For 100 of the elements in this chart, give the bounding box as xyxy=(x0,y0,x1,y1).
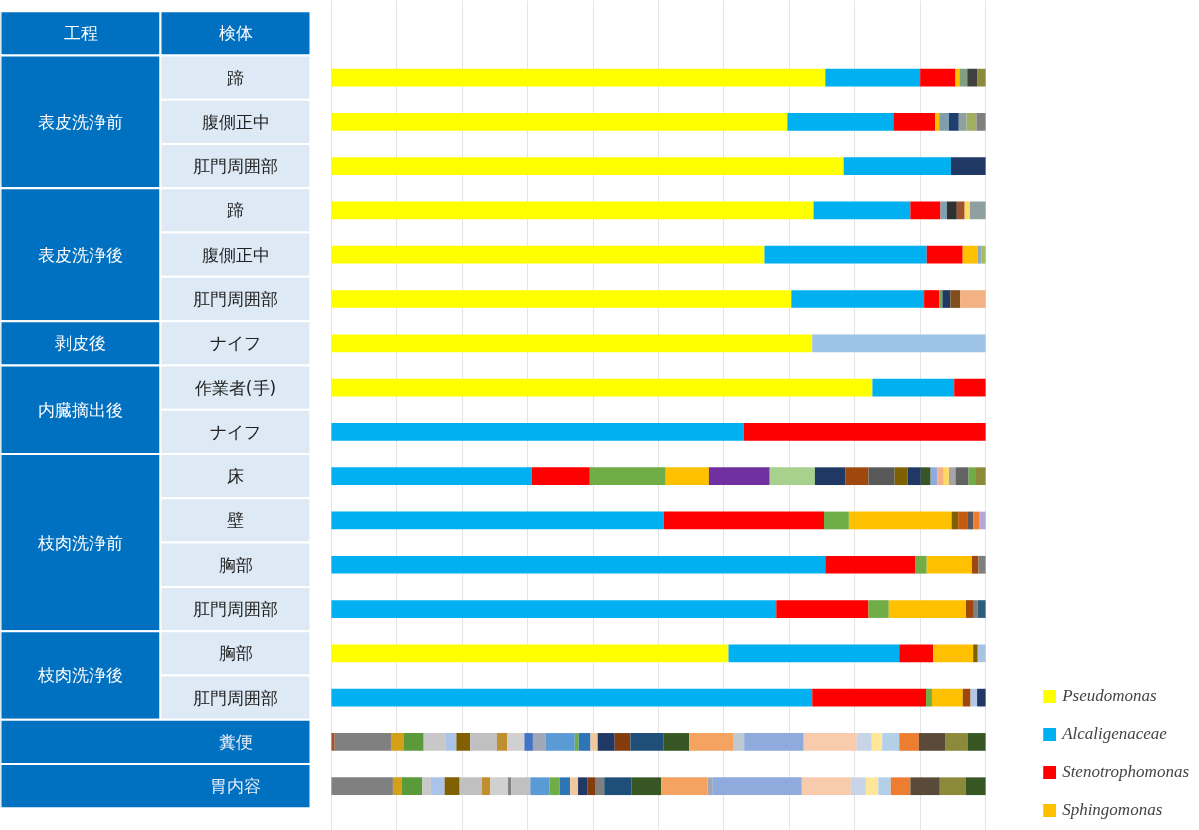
bar xyxy=(825,68,921,87)
bar xyxy=(661,777,708,796)
bar xyxy=(868,467,895,486)
bar xyxy=(812,334,986,353)
bar xyxy=(743,423,986,441)
bar xyxy=(331,245,765,264)
bar xyxy=(947,201,957,220)
bar xyxy=(971,555,979,574)
bar xyxy=(850,777,866,796)
bar xyxy=(966,113,977,131)
bar xyxy=(331,378,873,397)
bar xyxy=(967,733,986,751)
y-tick-label: 肛門周囲部 xyxy=(193,289,278,310)
y-tick-label: 作業者(手) xyxy=(193,377,277,398)
bar xyxy=(962,688,971,707)
bar xyxy=(728,644,900,663)
bar xyxy=(977,600,986,618)
text: 内臓摘出後 xyxy=(38,399,123,420)
y-tick-label: 糞便 xyxy=(218,731,253,752)
bar xyxy=(848,511,952,530)
bar xyxy=(978,555,986,574)
bar xyxy=(331,733,335,751)
bar xyxy=(948,467,956,486)
bar xyxy=(878,777,891,796)
text: 枝肉洗浄前 xyxy=(37,532,123,553)
bar xyxy=(708,467,770,486)
y-tick-label: ナイフ xyxy=(210,333,261,354)
bar xyxy=(926,688,932,707)
bar xyxy=(940,201,947,220)
legend-label: Pseudomonas xyxy=(1062,686,1157,706)
bar xyxy=(977,644,986,663)
bar xyxy=(331,334,813,353)
text: 剥皮後 xyxy=(55,333,106,354)
bar xyxy=(871,733,883,751)
bar xyxy=(955,68,960,87)
y-tick-label: 壁 xyxy=(227,510,244,531)
bar xyxy=(945,733,968,751)
bar xyxy=(578,733,591,751)
bar xyxy=(888,600,966,618)
bar xyxy=(865,777,879,796)
bar xyxy=(776,600,869,618)
bar xyxy=(939,777,966,796)
bar xyxy=(950,290,961,308)
bar xyxy=(331,113,788,131)
bar xyxy=(531,467,590,486)
bar xyxy=(403,733,424,751)
bar xyxy=(968,467,976,486)
bar xyxy=(969,201,986,220)
bar xyxy=(890,777,911,796)
bar xyxy=(933,644,974,663)
bar xyxy=(791,290,925,308)
y-tick-label: 肛門周囲部 xyxy=(193,599,278,620)
y-tick-label: 肛門周囲部 xyxy=(193,687,278,708)
bar xyxy=(939,113,949,131)
y-tick-label: 胸部 xyxy=(218,643,253,664)
bar xyxy=(331,688,813,707)
bar xyxy=(824,511,849,530)
y-tick-label: ナイフ xyxy=(210,421,261,442)
bar xyxy=(935,113,940,131)
text: 枝肉洗浄後 xyxy=(37,665,123,686)
bar xyxy=(918,733,946,751)
bar xyxy=(893,113,936,131)
y-tick-label: 腹側正中 xyxy=(201,111,270,132)
text: 表皮洗浄前 xyxy=(38,111,123,132)
y-tick-label: 蹄 xyxy=(227,67,244,88)
bar xyxy=(958,511,968,530)
bar xyxy=(915,555,927,574)
bar xyxy=(712,777,802,796)
bar xyxy=(931,688,963,707)
bar xyxy=(962,245,978,264)
y-tick-label: 腹側正中 xyxy=(201,244,270,265)
bar xyxy=(882,733,900,751)
bar xyxy=(814,467,846,486)
bar xyxy=(689,733,734,751)
bar xyxy=(769,467,815,486)
bar xyxy=(392,777,402,796)
bar xyxy=(331,511,664,530)
bar xyxy=(965,600,974,618)
bar xyxy=(899,644,934,663)
bar xyxy=(979,511,986,530)
y-tick-label: 蹄 xyxy=(227,200,244,221)
bar xyxy=(924,290,940,308)
bar xyxy=(631,777,662,796)
y-tick-label: 肛門周囲部 xyxy=(193,156,278,177)
bar xyxy=(910,777,940,796)
y-tick-label: 床 xyxy=(227,466,244,487)
bar xyxy=(604,777,632,796)
bar xyxy=(663,733,690,751)
text: 検体 xyxy=(218,23,253,44)
y-tick-label: 胸部 xyxy=(218,554,253,575)
bar xyxy=(589,467,666,486)
bar xyxy=(390,733,404,751)
bar xyxy=(948,113,959,131)
bar xyxy=(331,423,744,441)
legend-label: Sphingomonas xyxy=(1062,800,1163,820)
bar xyxy=(331,644,729,663)
bar xyxy=(825,555,916,574)
bar xyxy=(524,733,533,751)
legend-label: Alcaligenaceae xyxy=(1062,724,1167,744)
bar xyxy=(955,467,969,486)
